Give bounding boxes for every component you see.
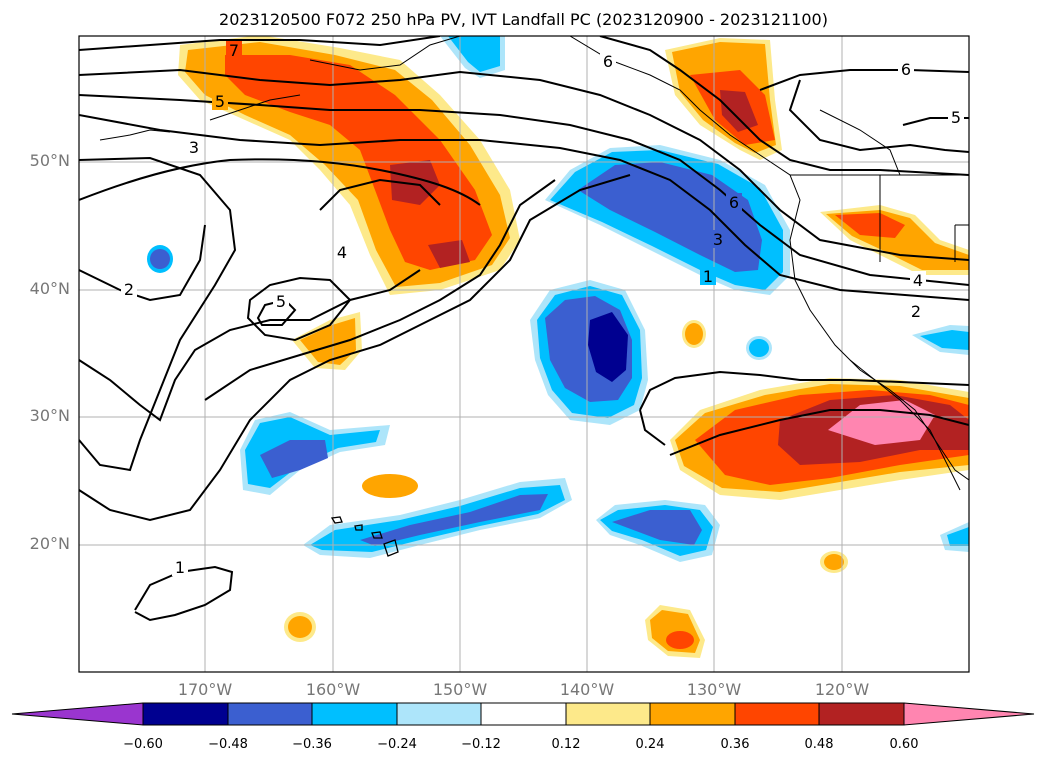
positive-shading [178,36,969,658]
colorbar-tick-label: 0.12 [551,737,581,752]
contour-label-4: 4 [337,243,347,262]
colorbar-segment [649,702,736,726]
lat-label-30n: 30°N [29,406,70,425]
colorbar-segment [734,702,820,726]
contour-label-6-b: 6 [901,60,911,79]
coastlines [99,36,969,491]
contour-label-4-b: 4 [913,271,923,290]
colorbar-tick-label: −0.24 [377,737,417,752]
plot-frame [78,35,970,673]
lon-label-120w: 120°W [814,680,870,699]
colorbar-tick-label: −0.12 [461,737,501,752]
lon-label-150w: 150°W [432,680,488,699]
lon-label-140w: 140°W [559,680,615,699]
contour-label-1: 1 [703,267,713,286]
contour-label-3: 3 [189,138,199,157]
colorbar-segment [565,702,651,726]
colorbar-tick-label: 0.36 [720,737,750,752]
contour-label-3-b: 3 [713,230,723,249]
colorbar-segment [480,702,567,726]
colorbar-tick-label: −0.48 [208,737,248,752]
colorbar-segment [11,702,144,726]
colorbar [11,702,1035,726]
lat-label-50n: 50°N [29,151,70,170]
contour-label-5-b: 5 [951,108,961,127]
colorbar-tick-label: 0.48 [804,737,834,752]
contour-label-6-c: 6 [729,193,739,212]
plot-area [79,36,969,672]
pv-contours [79,36,969,622]
colorbar-segment [903,702,1035,726]
lon-label-160w: 160°W [305,680,361,699]
contour-label-5: 5 [215,92,225,111]
lat-label-40n: 40°N [29,279,70,298]
colorbar-tick-label: −0.36 [292,737,332,752]
contour-label-2-b: 2 [911,302,921,321]
lon-label-170w: 170°W [177,680,233,699]
colorbar-segment [396,702,482,726]
lat-label-20n: 20°N [29,534,70,553]
contour-label-5-c: 5 [276,292,286,311]
contour-label-6-a: 6 [603,52,613,71]
contour-labels: 7 5 3 6 6 5 4 5 2 6 3 1 4 2 [121,41,964,577]
colorbar-segment [227,702,313,726]
colorbar-tick-label: 0.24 [635,737,665,752]
colorbar-segment [142,702,229,726]
colorbar-tick-label: 0.60 [889,737,919,752]
contour-label-7: 7 [229,41,239,60]
lon-label-130w: 130°W [686,680,742,699]
colorbar-segment [818,702,905,726]
islands [330,516,399,557]
map-title: 2023120500 F072 250 hPa PV, IVT Landfall… [219,10,828,29]
gridlines [79,36,969,672]
colorbar-tick-label: −0.60 [123,737,163,752]
contour-label-2: 2 [124,280,134,299]
colorbar-segment [311,702,398,726]
contour-label-1-b: 1 [175,558,185,577]
